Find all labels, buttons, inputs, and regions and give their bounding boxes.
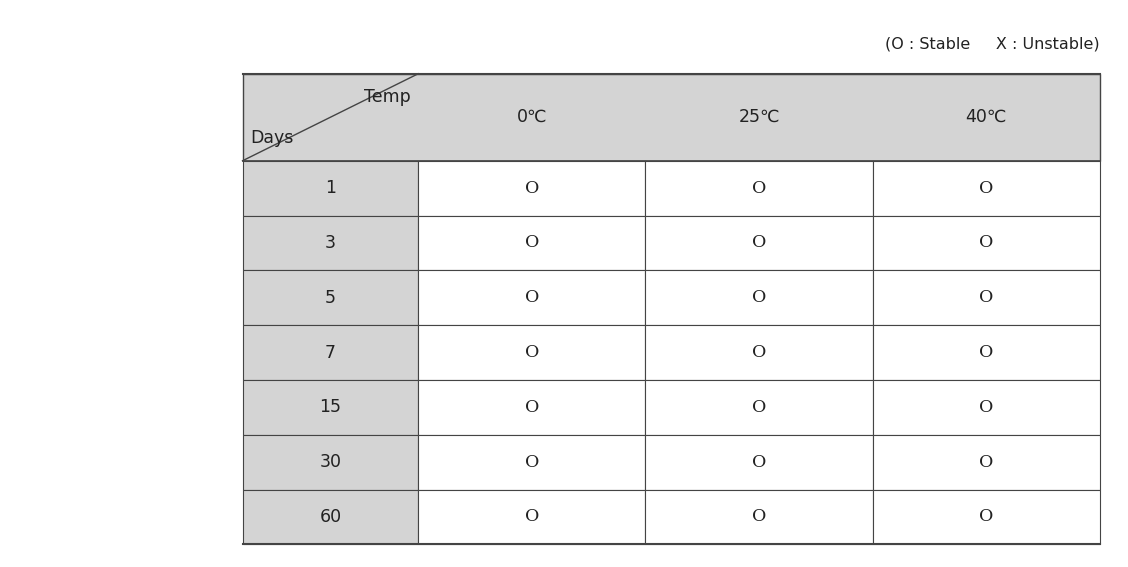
Bar xyxy=(243,215,418,270)
Bar xyxy=(873,380,1100,435)
Bar xyxy=(243,161,418,215)
Bar xyxy=(873,435,1100,489)
Bar xyxy=(418,325,645,380)
Text: O: O xyxy=(525,399,539,416)
Text: O: O xyxy=(525,180,539,197)
Text: 7: 7 xyxy=(325,344,336,362)
Text: O: O xyxy=(979,344,994,361)
Text: Temp: Temp xyxy=(363,88,411,106)
Bar xyxy=(645,215,873,270)
Bar xyxy=(873,325,1100,380)
Bar xyxy=(645,161,873,215)
Bar xyxy=(418,489,645,544)
Text: O: O xyxy=(525,344,539,361)
Bar xyxy=(243,74,1100,161)
Text: 40℃: 40℃ xyxy=(966,108,1007,126)
Text: O: O xyxy=(752,180,766,197)
Text: O: O xyxy=(752,454,766,471)
Text: 25℃: 25℃ xyxy=(739,108,779,126)
Text: O: O xyxy=(752,289,766,306)
Bar xyxy=(243,435,418,489)
Text: 30: 30 xyxy=(319,453,342,471)
Text: O: O xyxy=(525,454,539,471)
Bar xyxy=(418,270,645,325)
Bar xyxy=(873,215,1100,270)
Bar xyxy=(873,161,1100,215)
Bar xyxy=(418,435,645,489)
Bar xyxy=(418,161,645,215)
Text: O: O xyxy=(979,399,994,416)
Bar xyxy=(645,270,873,325)
Bar xyxy=(873,489,1100,544)
Bar xyxy=(418,215,645,270)
Bar xyxy=(243,380,418,435)
Text: O: O xyxy=(979,180,994,197)
Bar xyxy=(645,325,873,380)
Bar xyxy=(645,380,873,435)
Bar xyxy=(243,270,418,325)
Bar xyxy=(645,435,873,489)
Text: O: O xyxy=(979,235,994,251)
Text: 1: 1 xyxy=(325,179,336,197)
Text: O: O xyxy=(752,344,766,361)
Text: O: O xyxy=(979,289,994,306)
Text: Days: Days xyxy=(250,129,293,147)
Bar xyxy=(645,489,873,544)
Text: 15: 15 xyxy=(319,399,342,416)
Text: O: O xyxy=(752,235,766,251)
Text: O: O xyxy=(525,289,539,306)
Text: 0℃: 0℃ xyxy=(517,108,547,126)
Bar xyxy=(243,489,418,544)
Text: 5: 5 xyxy=(325,289,336,307)
Text: O: O xyxy=(752,399,766,416)
Bar xyxy=(243,325,418,380)
Text: O: O xyxy=(752,509,766,526)
Bar xyxy=(418,380,645,435)
Text: O: O xyxy=(525,509,539,526)
Bar xyxy=(873,270,1100,325)
Text: 3: 3 xyxy=(325,234,336,252)
Text: O: O xyxy=(979,454,994,471)
Text: O: O xyxy=(525,235,539,251)
Text: O: O xyxy=(979,509,994,526)
Text: 60: 60 xyxy=(319,508,342,526)
Text: (O : Stable     X : Unstable): (O : Stable X : Unstable) xyxy=(885,36,1100,51)
